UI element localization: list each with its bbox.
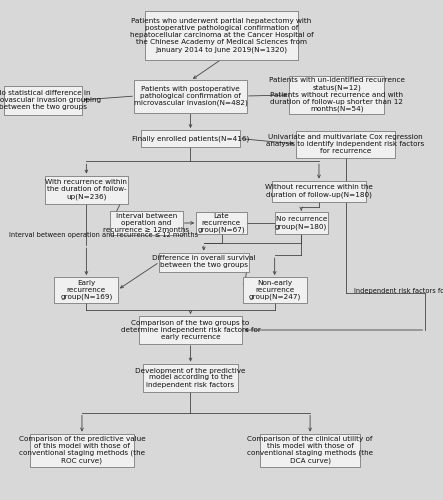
Text: Patients with postoperative
pathological confirmation of
microvascular invasion(: Patients with postoperative pathological… bbox=[134, 86, 247, 106]
FancyBboxPatch shape bbox=[4, 86, 82, 114]
Text: Patients with un-identified recurrence
status(N=12)
Patients without recurrence : Patients with un-identified recurrence s… bbox=[269, 78, 404, 112]
Text: Interval between
operation and
recurrence ≥ 12months: Interval between operation and recurrenc… bbox=[103, 213, 189, 233]
Text: Development of the predictive
model according to the
independent risk factors: Development of the predictive model acco… bbox=[135, 368, 246, 388]
FancyBboxPatch shape bbox=[272, 180, 366, 202]
FancyBboxPatch shape bbox=[159, 252, 249, 272]
Text: No statistical difference in
microvascular invasion grouping
between the two gro: No statistical difference in microvascul… bbox=[0, 90, 101, 110]
FancyBboxPatch shape bbox=[141, 130, 240, 147]
FancyBboxPatch shape bbox=[260, 434, 360, 466]
Text: Non-early
recurrence
group(N=247): Non-early recurrence group(N=247) bbox=[249, 280, 301, 300]
Text: Patients who underwent partial hepatectomy with
postoperative pathological confi: Patients who underwent partial hepatecto… bbox=[130, 18, 313, 52]
FancyBboxPatch shape bbox=[110, 212, 183, 234]
Text: Early
recurrence
group(N=169): Early recurrence group(N=169) bbox=[60, 280, 113, 300]
FancyBboxPatch shape bbox=[143, 364, 238, 392]
Text: Difference in overall survival
between the two groups: Difference in overall survival between t… bbox=[152, 256, 256, 268]
Text: Comparison of the two groups to
determine independent risk factors for
early rec: Comparison of the two groups to determin… bbox=[120, 320, 260, 340]
FancyBboxPatch shape bbox=[275, 212, 327, 234]
FancyBboxPatch shape bbox=[196, 212, 247, 234]
Text: No recurrence
group(N=180): No recurrence group(N=180) bbox=[275, 216, 327, 230]
FancyBboxPatch shape bbox=[145, 10, 298, 60]
Text: Late
recurrence
group(N=67): Late recurrence group(N=67) bbox=[198, 213, 245, 233]
Text: Finally enrolled patients(N=416): Finally enrolled patients(N=416) bbox=[132, 135, 249, 142]
FancyBboxPatch shape bbox=[44, 176, 128, 204]
Text: Univariate and multivariate Cox regression
analysis to identify independent risk: Univariate and multivariate Cox regressi… bbox=[266, 134, 425, 154]
FancyBboxPatch shape bbox=[289, 76, 384, 114]
Text: Interval between operation and recurrence ≤ 12 months: Interval between operation and recurrenc… bbox=[9, 232, 198, 238]
Text: Comparison of the predictive value
of this model with those of
conventional stag: Comparison of the predictive value of th… bbox=[19, 436, 145, 464]
Text: Independent risk factors for recurrence: Independent risk factors for recurrence bbox=[354, 288, 443, 294]
FancyBboxPatch shape bbox=[54, 277, 118, 303]
FancyBboxPatch shape bbox=[134, 80, 247, 112]
FancyBboxPatch shape bbox=[296, 130, 395, 158]
FancyBboxPatch shape bbox=[139, 316, 242, 344]
Text: Comparison of the clinical utility of
this model with those of
conventional stag: Comparison of the clinical utility of th… bbox=[247, 436, 373, 464]
Text: With recurrence within
the duration of follow-
up(N=236): With recurrence within the duration of f… bbox=[46, 180, 127, 200]
FancyBboxPatch shape bbox=[30, 434, 134, 466]
Text: Without recurrence within the
duration of follow-up(N=180): Without recurrence within the duration o… bbox=[265, 184, 373, 198]
FancyBboxPatch shape bbox=[243, 277, 307, 303]
